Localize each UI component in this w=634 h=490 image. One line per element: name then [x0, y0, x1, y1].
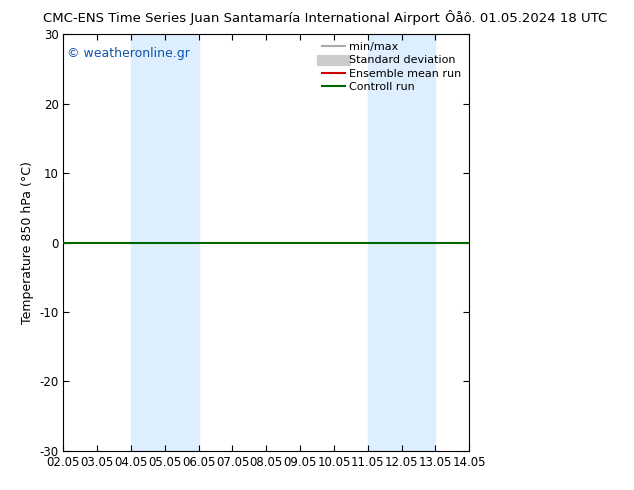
Legend: min/max, Standard deviation, Ensemble mean run, Controll run: min/max, Standard deviation, Ensemble me…	[320, 40, 463, 94]
Bar	[368, 34, 436, 451]
Y-axis label: Temperature 850 hPa (°C): Temperature 850 hPa (°C)	[21, 161, 34, 324]
Bar	[131, 34, 198, 451]
Text: CMC-ENS Time Series Juan Santamaría International Airport: CMC-ENS Time Series Juan Santamaría Inte…	[42, 12, 439, 25]
Text: © weatheronline.gr: © weatheronline.gr	[67, 47, 190, 60]
Text: Ôåô. 01.05.2024 18 UTC: Ôåô. 01.05.2024 18 UTC	[445, 12, 607, 25]
